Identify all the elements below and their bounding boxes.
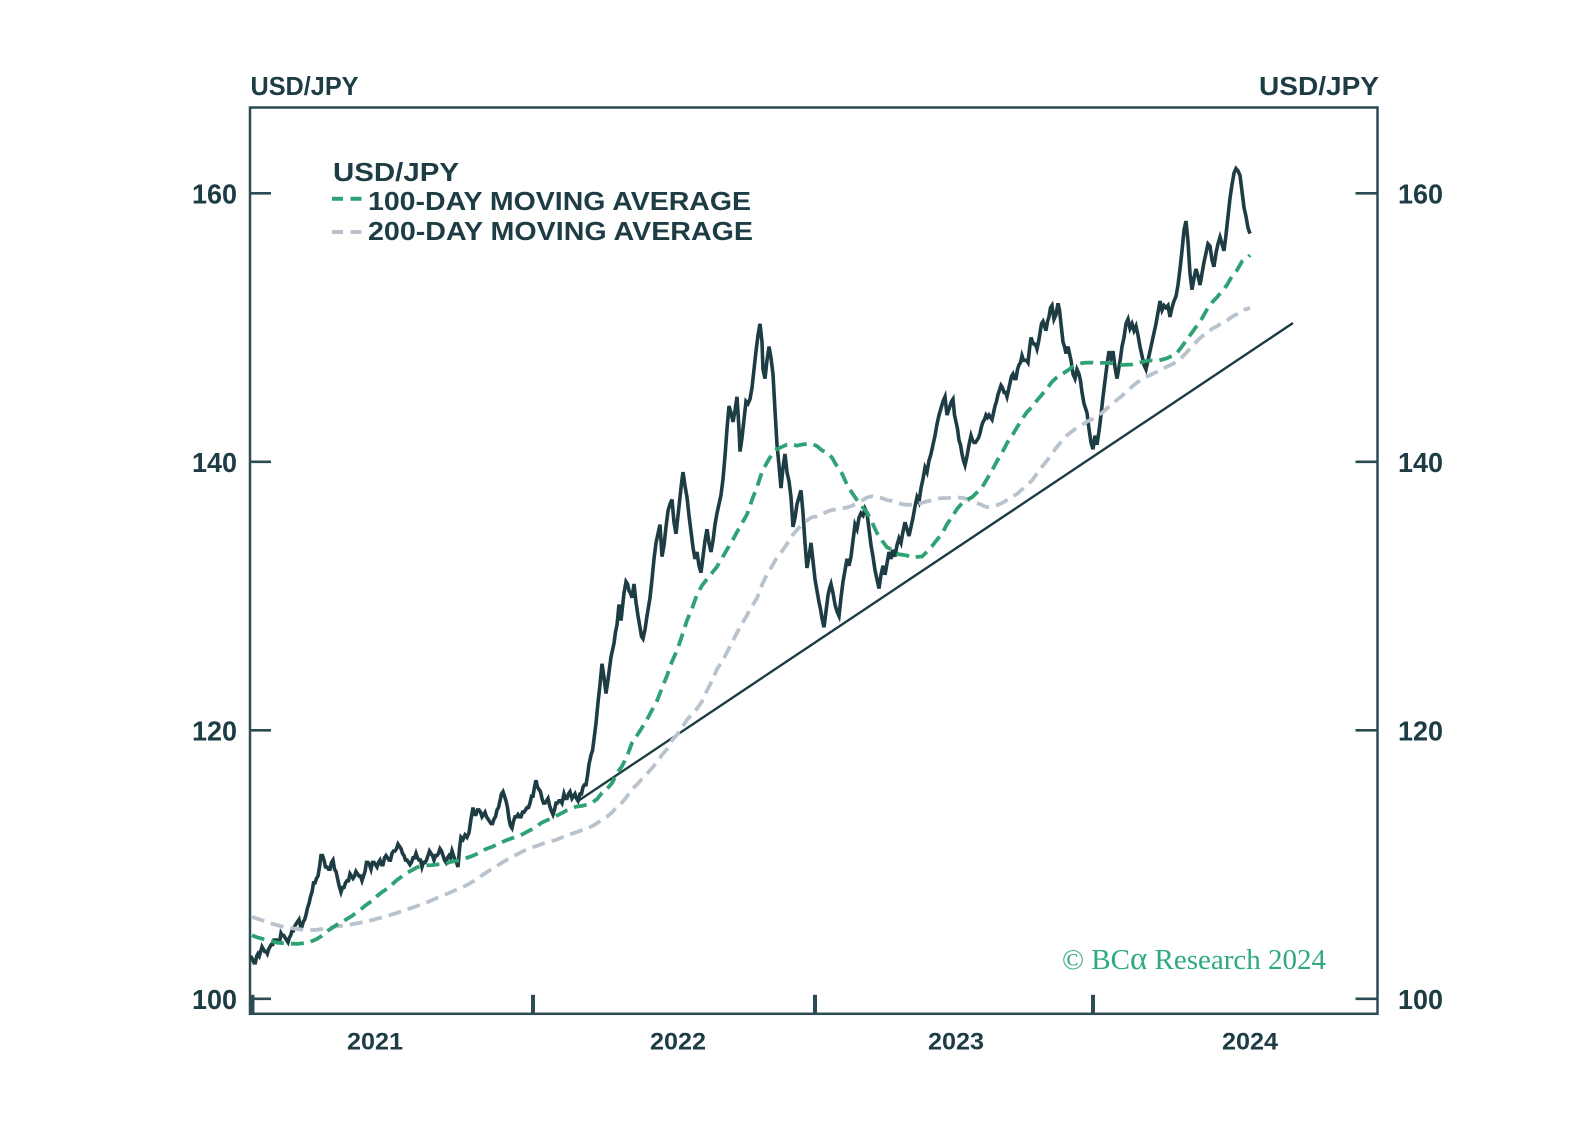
svg-text:160: 160: [192, 178, 237, 209]
svg-text:© BCα Research 2024: © BCα Research 2024: [1062, 941, 1327, 977]
svg-text:100-DAY MOVING AVERAGE: 100-DAY MOVING AVERAGE: [368, 186, 751, 216]
svg-text:2023: 2023: [928, 1029, 984, 1056]
svg-text:140: 140: [192, 447, 237, 478]
svg-text:160: 160: [1398, 178, 1443, 209]
svg-text:140: 140: [1398, 447, 1443, 478]
svg-text:USD/JPY: USD/JPY: [333, 157, 459, 187]
svg-text:120: 120: [1398, 715, 1443, 746]
svg-text:2022: 2022: [650, 1029, 706, 1056]
svg-text:100: 100: [1398, 984, 1443, 1015]
svg-text:2024: 2024: [1222, 1029, 1279, 1056]
svg-text:2021: 2021: [347, 1029, 403, 1056]
svg-text:USD/JPY: USD/JPY: [1259, 71, 1379, 101]
svg-text:USD/JPY: USD/JPY: [251, 71, 359, 101]
svg-text:120: 120: [192, 715, 237, 746]
svg-text:100: 100: [192, 984, 237, 1015]
svg-text:200-DAY MOVING AVERAGE: 200-DAY MOVING AVERAGE: [368, 216, 753, 246]
